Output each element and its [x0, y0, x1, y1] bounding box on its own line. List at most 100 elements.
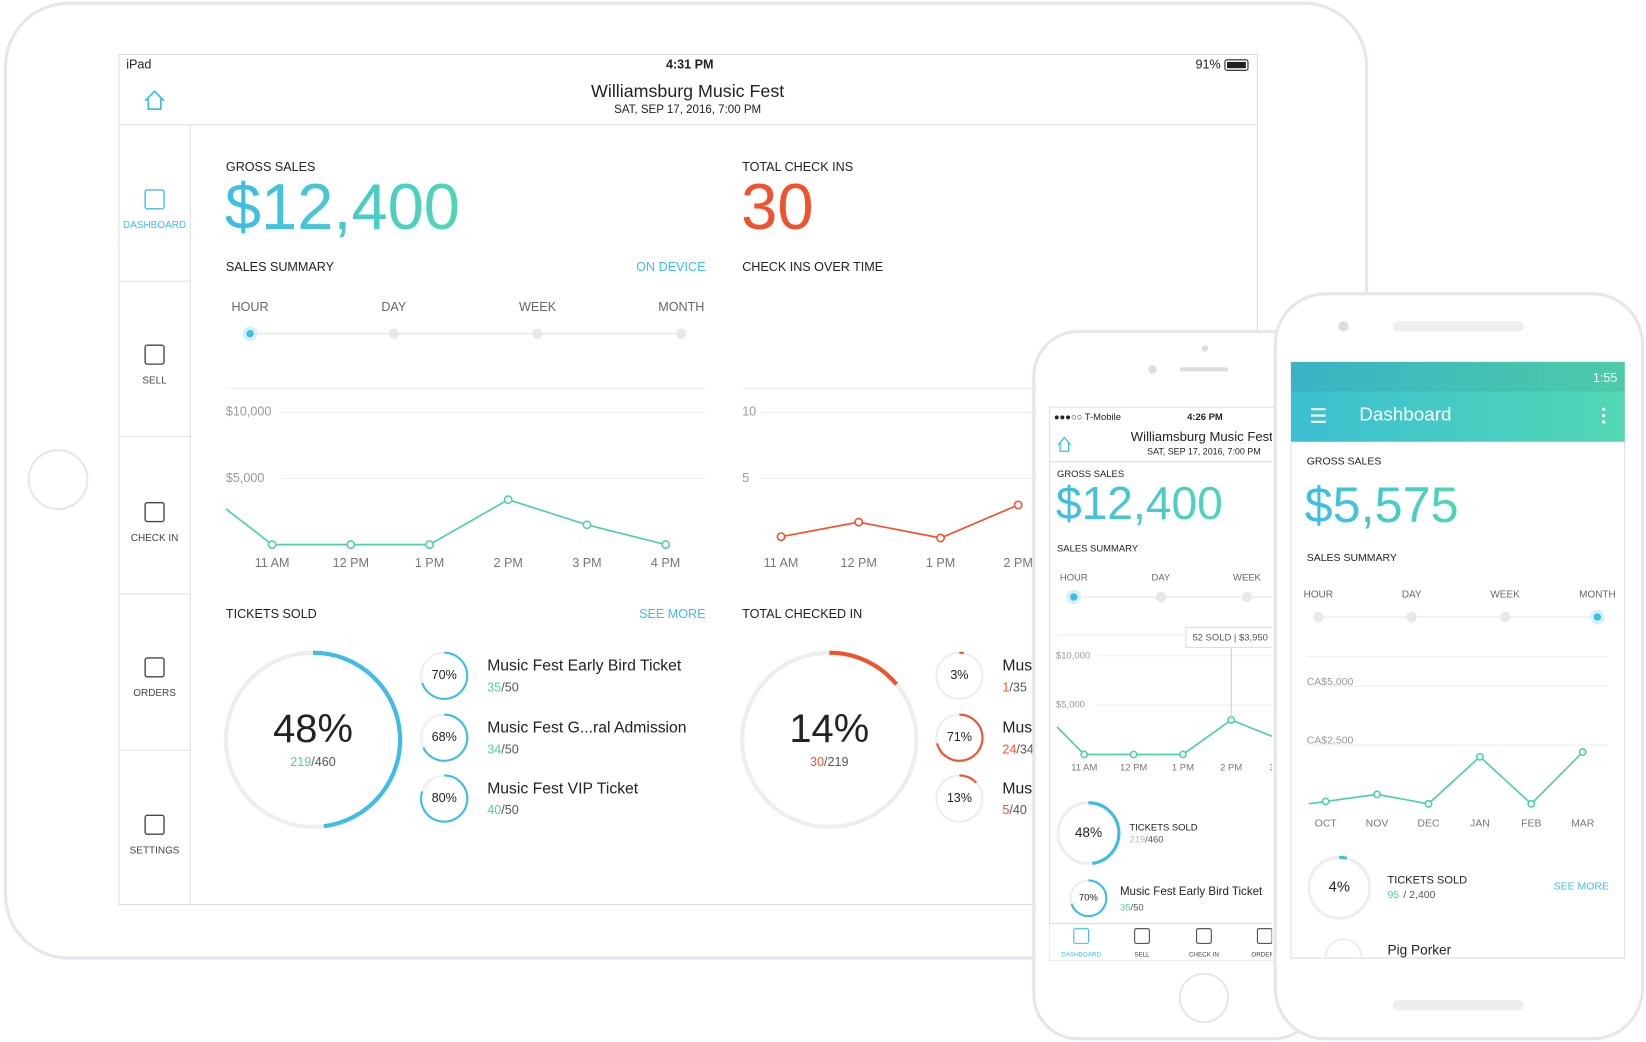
range-dot[interactable] — [1241, 591, 1253, 603]
count-sold: 5 — [1002, 803, 1009, 817]
link[interactable]: SEE MORE — [1554, 881, 1609, 892]
tab-label[interactable]: ORDERS — [1251, 952, 1278, 959]
range-label[interactable]: DAY — [1152, 573, 1171, 584]
nav-label[interactable]: SETTINGS — [130, 846, 180, 857]
range-label[interactable]: WEEK — [1490, 590, 1520, 601]
x-tick-label: 4 PM — [651, 556, 680, 570]
tab-label[interactable]: SELL — [1134, 952, 1150, 959]
home-button[interactable] — [1178, 972, 1230, 1024]
ring-arc — [1088, 801, 1121, 865]
count-sold: 219 — [290, 755, 311, 769]
x-tick-label: OCT — [1315, 819, 1338, 830]
count-total: /50 — [501, 743, 519, 757]
x-tick-label: 1 PM — [415, 556, 444, 570]
section-label: GROSS SALES — [1057, 469, 1124, 480]
x-tick-label: 11 AM — [255, 556, 290, 570]
y-tick-label: 5 — [742, 471, 749, 485]
point — [582, 520, 592, 530]
x-tick-label: JAN — [1470, 819, 1490, 830]
link[interactable]: SEE MORE — [639, 607, 705, 621]
count: 1/35 — [1002, 681, 1026, 695]
speaker — [1392, 321, 1524, 332]
ring-percent: 14% — [789, 707, 869, 751]
nav-icon[interactable] — [144, 189, 165, 210]
camera — [1338, 321, 1349, 332]
count-sold: 1 — [1002, 681, 1009, 695]
range-label[interactable]: HOUR — [1060, 573, 1088, 584]
range-dot[interactable] — [532, 328, 543, 339]
app-bar — [1291, 362, 1625, 442]
overflow-dot[interactable] — [1602, 407, 1606, 411]
nav-icon[interactable] — [144, 501, 165, 523]
ipad: iPad 4:31 PM 91% Williamsburg Music Fest SAT… — [3, 1, 1369, 960]
count-total: /50 — [501, 803, 519, 817]
nav-label[interactable]: CHECK IN — [131, 533, 179, 544]
nav-label[interactable]: SELL — [142, 376, 167, 387]
y-tick-label: CA$5,000 — [1307, 677, 1354, 688]
time: 1:55 — [1593, 371, 1617, 385]
point — [1129, 750, 1138, 759]
tab-icon[interactable] — [1256, 928, 1273, 944]
tab-label[interactable]: CHECK IN — [1189, 952, 1219, 959]
range-dot[interactable] — [1499, 611, 1511, 623]
count: 40/50 — [487, 803, 519, 817]
range-dot[interactable] — [1070, 593, 1078, 601]
range-label[interactable]: MONTH — [658, 300, 704, 314]
count: 34/50 — [487, 743, 519, 757]
count-total: /40 — [1009, 803, 1026, 817]
tab-icon[interactable] — [1196, 928, 1212, 944]
tab-icon[interactable] — [1073, 928, 1090, 944]
range-dot[interactable] — [1593, 613, 1602, 621]
count: 30/219 — [810, 755, 848, 769]
overflow-dot[interactable] — [1602, 413, 1606, 418]
home-icon[interactable] — [144, 90, 165, 110]
ring-percent: 70% — [1079, 893, 1098, 904]
ring-track — [1324, 938, 1363, 959]
menu-icon[interactable] — [1310, 408, 1326, 423]
ring-percent: 48% — [273, 707, 353, 751]
count-sold: 35 — [487, 681, 501, 695]
y-tick-label: CA$2,500 — [1307, 736, 1354, 747]
ring-arc — [936, 713, 984, 762]
x-tick-label: 1 PM — [926, 556, 955, 570]
home-icon[interactable] — [1057, 436, 1072, 452]
android: 1:55 Dashboard GROSS SALES $5,575 SALES SUMM… — [1273, 292, 1645, 1041]
range-label[interactable]: HOUR — [1304, 590, 1333, 601]
speaker-bottom — [1392, 1000, 1524, 1011]
overflow-dot[interactable] — [1602, 420, 1606, 424]
point — [661, 540, 671, 550]
home-button[interactable] — [27, 449, 89, 510]
tab-icon[interactable] — [1134, 928, 1150, 944]
range-dot[interactable] — [1155, 591, 1167, 603]
point — [854, 517, 864, 527]
count-total: /460 — [1145, 834, 1163, 845]
range-dot[interactable] — [246, 330, 254, 338]
nav-label[interactable]: DASHBOARD — [123, 220, 186, 231]
tab-label[interactable]: DASHBOARD — [1061, 952, 1101, 959]
link[interactable]: ON DEVICE — [636, 260, 705, 274]
range-label[interactable]: WEEK — [1233, 573, 1261, 584]
event-date: SAT, SEP 17, 2016, 7:00 PM — [1147, 447, 1261, 457]
nav-icon[interactable] — [144, 814, 165, 835]
tab-bar — [1049, 923, 1273, 961]
range-label[interactable]: WEEK — [519, 300, 557, 314]
point — [936, 533, 945, 543]
nav-label[interactable]: ORDERS — [133, 688, 176, 699]
x-tick-label: 1 PM — [1172, 763, 1194, 774]
nav-icon[interactable] — [144, 657, 165, 678]
x-tick-label: 12 PM — [333, 556, 369, 570]
section-label: TICKETS SOLD — [226, 607, 317, 621]
range-dot[interactable] — [676, 328, 687, 339]
nav-icon[interactable] — [144, 344, 165, 365]
range-dot[interactable] — [388, 328, 400, 339]
screen — [1049, 406, 1292, 961]
event-title: Williamsburg Music Fest — [591, 81, 784, 101]
range-label[interactable]: DAY — [1402, 590, 1422, 601]
range-label[interactable]: DAY — [381, 300, 407, 314]
range-dot[interactable] — [1406, 611, 1417, 623]
range-label[interactable]: MONTH — [1579, 590, 1616, 601]
range-label[interactable]: HOUR — [232, 300, 269, 314]
range-dot[interactable] — [1313, 611, 1324, 623]
count: 35/50 — [487, 681, 519, 695]
